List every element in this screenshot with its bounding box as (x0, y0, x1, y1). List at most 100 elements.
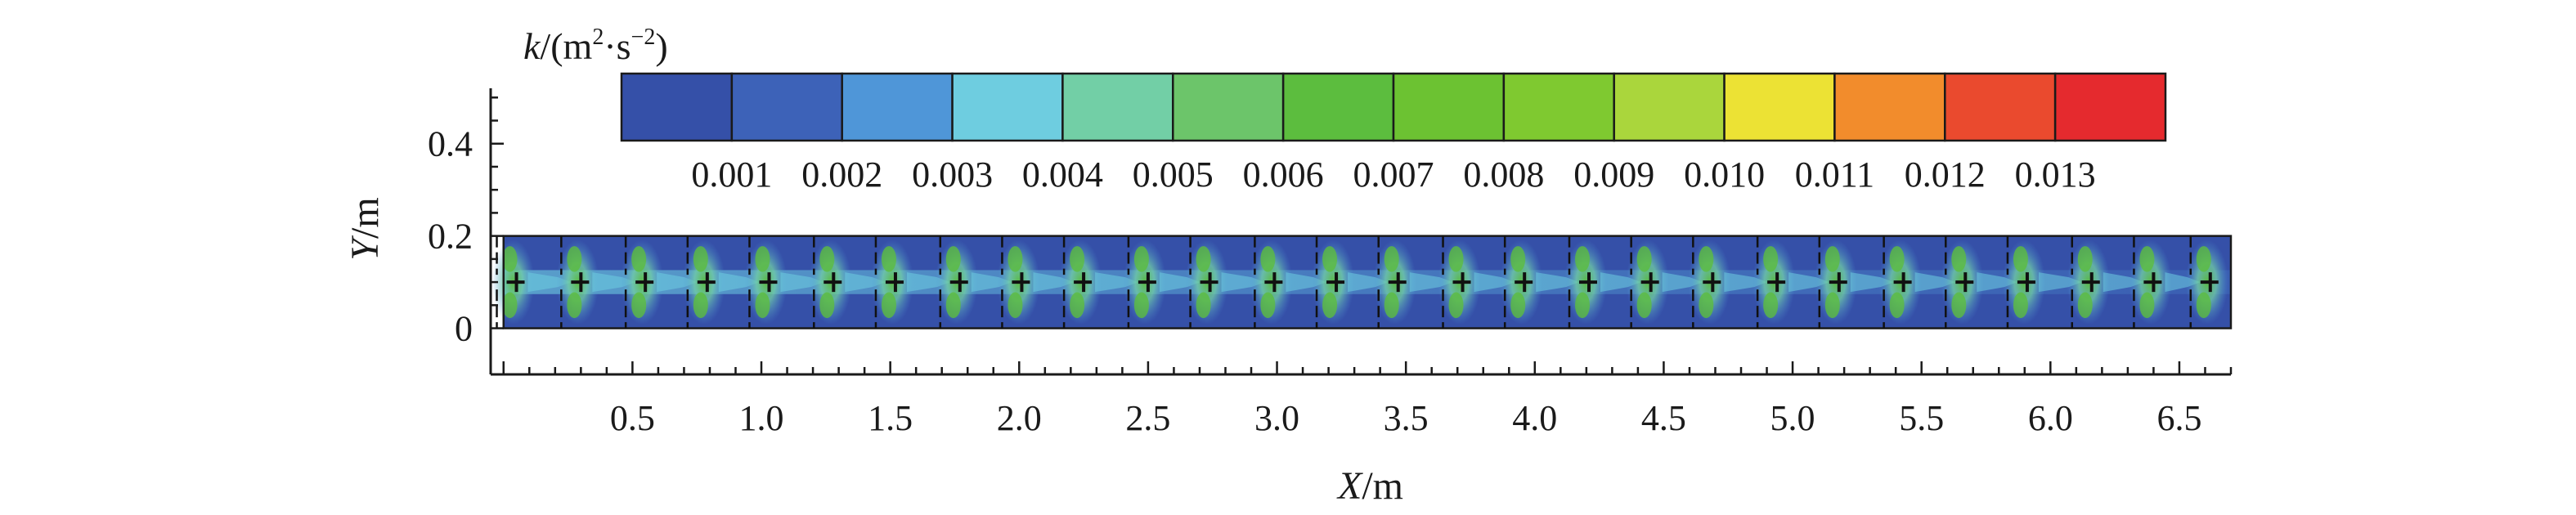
colorbar-swatch (620, 72, 734, 142)
t-obstacle (1515, 272, 1533, 293)
wake-core-lower (755, 292, 770, 319)
wake-core-lower (2196, 292, 2211, 319)
colorbar-label: 0.004 (1022, 154, 1103, 195)
wake-core-lower (1510, 292, 1526, 319)
wake-core-lower (819, 292, 835, 319)
t-obstacle (2081, 272, 2100, 293)
jet-arrow (906, 272, 950, 293)
t-obstacle (2017, 272, 2035, 293)
colorbar-title-sup2: −2 (631, 25, 656, 50)
t-obstacle (2200, 272, 2219, 293)
x-tick-label: 2.5 (1125, 398, 1170, 438)
colorbar-swatch (951, 72, 1064, 142)
wake-core-upper (819, 246, 835, 272)
t-obstacle (885, 272, 904, 293)
x-tick-label: 6.0 (2028, 398, 2073, 438)
jet-arrow (2038, 272, 2082, 293)
x-tick-label: 1.0 (739, 398, 784, 438)
colorbar-label: 0.011 (1795, 154, 1874, 195)
jet-arrow (1159, 272, 1200, 293)
colorbar-label: 0.005 (1133, 154, 1214, 195)
wake-core-upper (1448, 246, 1464, 272)
x-tick-label: 3.5 (1384, 398, 1429, 438)
wake-core-lower (1322, 292, 1338, 319)
t-obstacle (1452, 272, 1471, 293)
y-tick-label: 0 (455, 309, 473, 349)
x-tick-label: 6.5 (2156, 398, 2201, 438)
x-axis-title-var: X (1336, 464, 1363, 508)
wake-core-lower (2013, 292, 2028, 319)
x-tick-label: 1.5 (868, 398, 913, 438)
wake-core-lower (1699, 292, 1714, 319)
x-ticks (502, 361, 2233, 374)
wake-core-lower (567, 292, 582, 319)
colorbar-swatch (1281, 72, 1395, 142)
t-obstacle (1955, 272, 1974, 293)
wake-core-upper (1951, 246, 1967, 272)
wake-core-lower (1824, 292, 1840, 319)
colorbar-swatches (620, 72, 2167, 142)
colorbar-label: 0.002 (801, 154, 882, 195)
y-tick-label: 0.4 (428, 124, 473, 164)
wake-core-upper (1008, 246, 1023, 272)
jet-arrow (1409, 272, 1453, 293)
t-obstacle (1326, 272, 1345, 293)
wake-core-upper (2013, 246, 2028, 272)
wake-core-lower (1889, 292, 1905, 319)
wake-core-lower (1070, 292, 1085, 319)
colorbar-label: 0.003 (912, 154, 993, 195)
wake-core-upper (881, 246, 896, 272)
t-obstacle (759, 272, 778, 293)
wake-core-upper (755, 246, 770, 272)
colorbar-swatch (1061, 72, 1174, 142)
jet-arrow (1914, 272, 1956, 293)
wake-core-upper (1763, 246, 1779, 272)
wake-core-lower (1196, 292, 1211, 319)
colorbar-title-sup1: 2 (592, 25, 604, 50)
t-obstacle (1012, 272, 1030, 293)
t-obstacle (1829, 272, 1847, 293)
x-tick-label: 2.0 (997, 398, 1042, 438)
flow-domain-border (502, 235, 2233, 329)
colorbar-label: 0.008 (1463, 154, 1544, 195)
t-obstacle (2143, 272, 2162, 293)
jet-arrow (2165, 272, 2201, 293)
wake-core-upper (1575, 246, 1591, 272)
wake-core-lower (881, 292, 896, 319)
colorbar-label: 0.010 (1684, 154, 1765, 195)
wake-core-lower (1575, 292, 1591, 319)
plot-area (491, 235, 2233, 329)
wake-core-lower (1636, 292, 1652, 319)
wake-core-upper (945, 246, 961, 272)
wake-core-lower (502, 292, 518, 319)
wake-core-upper (2139, 246, 2155, 272)
wake-core-upper (1322, 246, 1338, 272)
colorbar-labels: 0.001 0.002 0.003 0.004 0.005 0.006 0.007 0.008… (691, 154, 2095, 195)
colorbar-swatch (841, 72, 954, 142)
t-obstacle (1200, 272, 1218, 293)
colorbar-label: 0.006 (1243, 154, 1324, 195)
t-obstacle (1703, 272, 1721, 293)
jet-arrow (1474, 272, 1515, 293)
colorbar-label: 0.009 (1573, 154, 1654, 195)
wake-core-lower (1008, 292, 1023, 319)
t-obstacle (1767, 272, 1786, 293)
jet-arrow (592, 272, 636, 293)
wake-core-upper (1824, 246, 1840, 272)
colorbar-swatch (1613, 72, 1726, 142)
t-obstacle (506, 272, 525, 293)
axes: 0 0.2 0.4 0.5 1.0 1.5 2.0 2.5 3.0 3.5 4.0 4.5 5.0 5.… (428, 88, 2233, 438)
jet-arrow (845, 272, 886, 293)
wake-core-upper (1260, 246, 1276, 272)
t-obstacle (1640, 272, 1659, 293)
wake-core-lower (631, 292, 647, 319)
wake-core-lower (2077, 292, 2093, 319)
t-obstacle (1388, 272, 1407, 293)
t-obstacle (1579, 272, 1597, 293)
wake-core-lower (1448, 292, 1464, 319)
wake-core-lower (1133, 292, 1149, 319)
t-obstacle (1138, 272, 1156, 293)
wake-core-upper (2196, 246, 2211, 272)
jet-arrow (1033, 272, 1075, 293)
